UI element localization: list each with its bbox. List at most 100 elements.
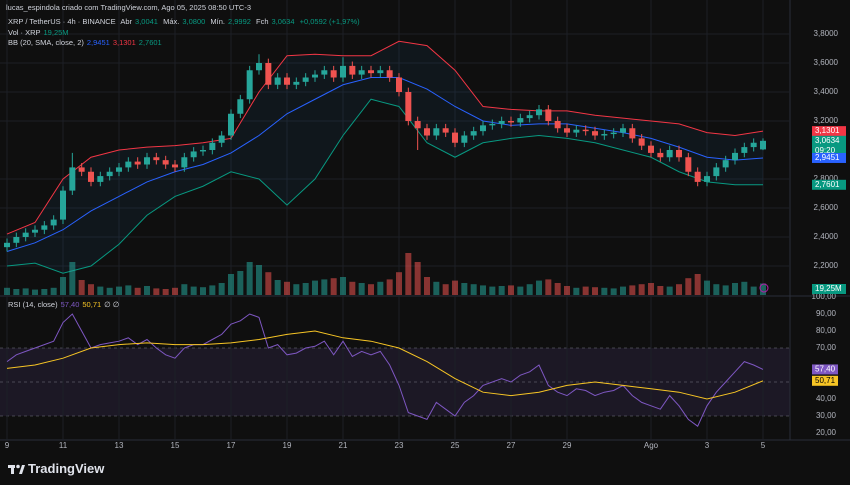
candle-body (153, 157, 160, 161)
legend-symbol: XRP / TetherUS · 4h · BINANCE Abr 3,0041 … (8, 17, 363, 26)
x-tick-label: 19 (283, 441, 292, 450)
volume-bar (13, 289, 20, 295)
x-tick-label: 15 (171, 441, 180, 450)
volume-bar (50, 287, 57, 295)
candle-body (526, 115, 533, 119)
label: Máx. (163, 17, 180, 26)
candle-body (246, 70, 253, 100)
price-label: 2,7601 (815, 180, 840, 189)
candle-body (181, 157, 188, 168)
volume-bar (629, 285, 636, 295)
candle-body (116, 167, 122, 172)
y-tick-label: 3,2000 (814, 116, 839, 125)
volume-bar (592, 287, 598, 295)
bb-upper (6, 40, 764, 235)
volume-bar (218, 283, 225, 295)
volume-bar (750, 286, 757, 295)
volume-bar (190, 286, 197, 295)
volume-bar (564, 286, 570, 295)
candle-body (125, 161, 132, 168)
rsi-label-box (812, 375, 838, 386)
volume-bar (601, 287, 608, 295)
candle-body (60, 190, 66, 220)
x-tick-label: 13 (115, 441, 124, 450)
candle-body (256, 63, 262, 71)
y-tick-label: 3,4000 (814, 87, 839, 96)
x-tick-label: 25 (451, 441, 460, 450)
volume-bar (386, 279, 393, 295)
candle-body (144, 157, 150, 165)
volume-bar (125, 285, 132, 295)
candle-body (302, 77, 309, 82)
label: Vol · XRP (8, 28, 41, 37)
volume-bar (554, 283, 561, 295)
rsi-band (0, 348, 790, 416)
x-tick-label: 29 (563, 441, 572, 450)
x-tick-label: Ago (644, 441, 659, 450)
candle-body (209, 142, 216, 150)
volume-bar (209, 285, 216, 295)
volume-bar (573, 287, 580, 295)
volume-bar (78, 280, 85, 295)
bb-middle (6, 77, 764, 252)
volume-bar (713, 284, 720, 295)
change: +0,0592 (+1,97%) (299, 17, 360, 26)
volume-bar (760, 283, 766, 295)
volume-bar (22, 288, 29, 295)
candle-body (106, 171, 113, 177)
label: RSI (14, close) (8, 300, 58, 309)
x-tick-label: 11 (59, 441, 68, 450)
volume-bar (330, 278, 337, 295)
volume-bar (265, 272, 272, 295)
rsi-label: 57,40 (815, 365, 836, 374)
candle-body (134, 161, 141, 165)
volume-bar (741, 281, 748, 295)
candle-body (69, 167, 76, 191)
candle-body (312, 74, 318, 78)
candle-body (620, 128, 626, 133)
volume-bar (274, 280, 281, 295)
volume-bar (638, 284, 645, 295)
candle-body (666, 150, 673, 158)
volume-label-box (812, 284, 846, 294)
candle-body (741, 147, 748, 153)
candle-body (321, 70, 328, 75)
volume-bar (88, 284, 94, 295)
volume-bar (508, 285, 514, 295)
credit: lucas_espindola criado com TradingView.c… (6, 3, 252, 12)
volume-bar (321, 279, 328, 295)
candle-body (274, 77, 281, 85)
x-tick-label: 21 (339, 441, 348, 450)
price-label-box (812, 179, 846, 190)
candle-body (508, 121, 514, 123)
volume-bar (116, 286, 122, 295)
candle-body (172, 164, 178, 168)
rsi-tick-label: 30,00 (816, 411, 837, 420)
volume-bar (144, 286, 150, 295)
value: 3,1301 (112, 38, 136, 47)
rsi-label: 50,71 (815, 376, 836, 385)
volume-bar (153, 288, 160, 295)
value: 19,25M (43, 28, 69, 37)
candle-body (349, 65, 356, 75)
candle-body (405, 92, 412, 121)
rsi-tick-label: 90,00 (816, 309, 837, 318)
value: 3,0800 (182, 17, 206, 26)
y-tick-label: 3,8000 (814, 29, 839, 38)
rsi-tick-label: 40,00 (816, 394, 837, 403)
volume-bar (368, 284, 374, 295)
x-tick-label: 27 (507, 441, 516, 450)
candle-body (573, 129, 580, 133)
volume-bar (405, 253, 412, 295)
x-tick-label: 3 (705, 441, 710, 450)
candle-body (218, 135, 225, 143)
volume-bar (256, 265, 262, 295)
volume-bar (498, 286, 505, 295)
symbol: XRP / TetherUS · 4h · BINANCE (8, 17, 116, 26)
candle-body (88, 171, 94, 182)
candle-body (676, 150, 682, 158)
rsi-tick-label: 80,00 (816, 326, 837, 335)
alert-icon (759, 283, 769, 293)
